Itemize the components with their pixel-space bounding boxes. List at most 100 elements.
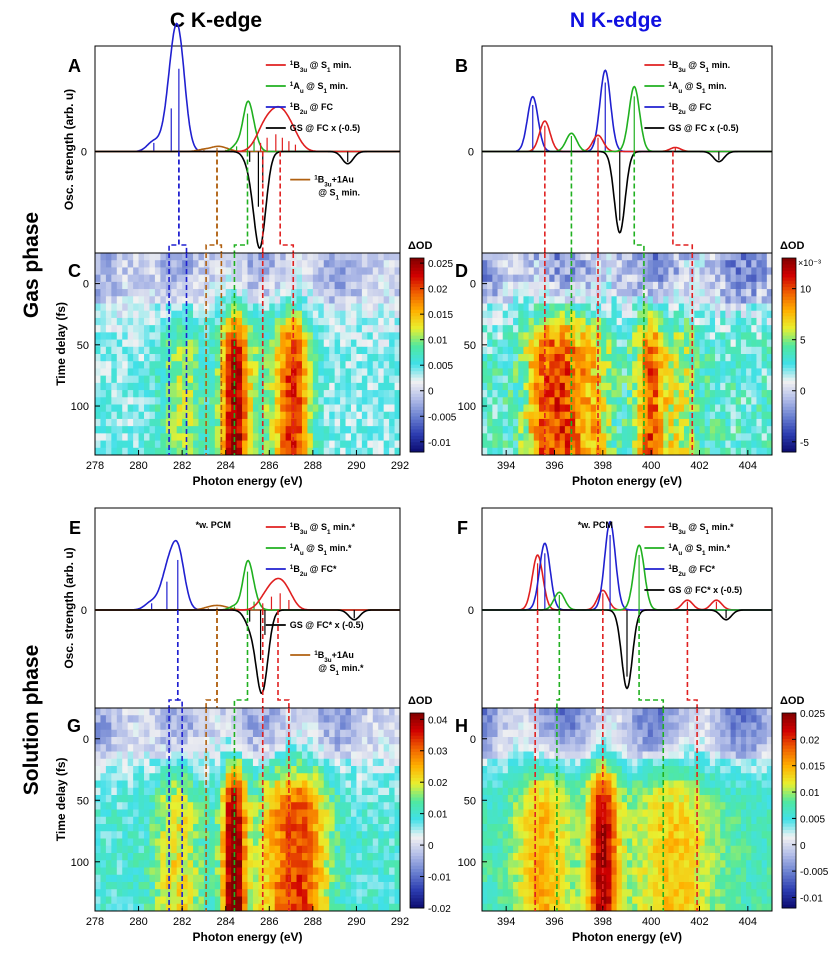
heatmap-cell [725, 296, 731, 304]
heatmap-cell [766, 390, 773, 398]
heatmap-cell [95, 289, 101, 297]
heatmap-cell [487, 339, 493, 348]
heatmap-cell [182, 838, 188, 847]
heatmap-cell [549, 310, 555, 319]
heatmap-cell [746, 440, 752, 449]
heatmap-cell [247, 845, 254, 854]
colorbar-segment [782, 419, 796, 424]
heatmap-cell [345, 751, 352, 760]
heatmap-cell [378, 874, 385, 883]
heatmap-cell [160, 737, 167, 745]
heatmap-cell [356, 816, 363, 825]
heatmap-cell [176, 824, 183, 832]
heatmap-cell [318, 418, 325, 427]
heatmap-cell [709, 397, 716, 405]
heatmap-cell [482, 368, 488, 377]
heatmap-cell [182, 303, 188, 312]
heatmap-cell [356, 845, 363, 854]
heatmap-cell [263, 758, 270, 767]
heatmap-cell [323, 325, 330, 333]
heatmap-cell [296, 404, 303, 413]
heatmap-cell [652, 404, 659, 413]
heatmap-cell [318, 867, 325, 876]
heatmap-cell [236, 773, 243, 781]
heatmap-cell [746, 426, 752, 434]
heatmap-cell [590, 390, 597, 398]
heatmap-cell [372, 780, 379, 789]
heatmap-cell [580, 303, 586, 312]
heatmap-cell [252, 375, 259, 384]
heatmap-cell [647, 447, 654, 456]
heatmap-cell [154, 361, 161, 369]
heatmap-cell [111, 317, 118, 326]
heatmap-cell [538, 310, 545, 319]
heatmap-cell [182, 426, 188, 434]
heatmap-cell [198, 289, 205, 297]
heatmap-cell [528, 346, 535, 355]
heatmap-cell [165, 368, 172, 377]
heatmap-cell [127, 289, 134, 297]
heatmap-cell [225, 267, 232, 276]
colorbar-segment [410, 258, 424, 262]
heatmap-cell [606, 339, 612, 348]
note-text: *w. PCM [578, 520, 613, 530]
heatmap-cell [735, 346, 742, 355]
heatmap-cell [144, 773, 150, 781]
heatmap-cell [694, 397, 700, 405]
heatmap-cell [683, 368, 690, 377]
heatmap-cell [193, 260, 199, 268]
heatmap-cell [280, 368, 287, 377]
heatmap-cell [111, 708, 118, 716]
heatmap-cell [138, 816, 145, 825]
heatmap-cell [383, 426, 390, 434]
heatmap-cell [350, 809, 357, 818]
heatmap-cell [570, 368, 576, 377]
heatmap-cell [559, 404, 566, 413]
heatmap-cell [378, 751, 385, 760]
heatmap-cell [595, 296, 602, 304]
heatmap-cell [95, 411, 101, 420]
heatmap-cell [334, 281, 341, 290]
heatmap-cell [187, 418, 194, 427]
heatmap-cell [497, 440, 504, 449]
heatmap-cell [187, 758, 194, 767]
heatmap-cell [252, 404, 259, 413]
heatmap-cell [307, 802, 314, 810]
heatmap-cell [263, 260, 270, 268]
heatmap-cell [165, 447, 172, 456]
heatmap-cell [730, 339, 737, 348]
heatmap-cell [318, 447, 325, 456]
heatmap-cell [160, 882, 167, 890]
heatmap-cell [127, 253, 134, 261]
heatmap-cell [274, 260, 281, 268]
heatmap-cell [482, 303, 488, 312]
heatmap-cell [523, 375, 530, 384]
heatmap-cell [198, 375, 205, 384]
heatmap-cell [263, 766, 270, 774]
heatmap-cell [616, 281, 623, 290]
heatmap-cell [699, 390, 706, 398]
heatmap-cell [642, 418, 649, 427]
heatmap-cell [606, 296, 612, 304]
heatmap-cell [549, 440, 555, 449]
heatmap-cell [329, 303, 336, 312]
heatmap-cell [122, 838, 129, 847]
heatmap-cell [554, 368, 561, 377]
heatmap-cell [105, 267, 112, 276]
heatmap-cell [575, 332, 581, 340]
heatmap-cell [518, 317, 524, 326]
heatmap-cell [345, 397, 352, 405]
heatmap-cell [122, 751, 129, 760]
heatmap-cell [171, 325, 178, 333]
heatmap-cell [611, 418, 618, 427]
heatmap-cell [187, 382, 194, 391]
heatmap-cell [549, 296, 555, 304]
heatmap-cell [367, 780, 374, 789]
heatmap-cell [585, 411, 592, 420]
heatmap-cell [725, 325, 731, 333]
heatmap-cell [165, 375, 172, 384]
heatmap-cell [122, 816, 129, 825]
heatmap-cell [345, 296, 352, 304]
heatmap-cell [252, 816, 259, 825]
heatmap-cell [345, 281, 352, 290]
